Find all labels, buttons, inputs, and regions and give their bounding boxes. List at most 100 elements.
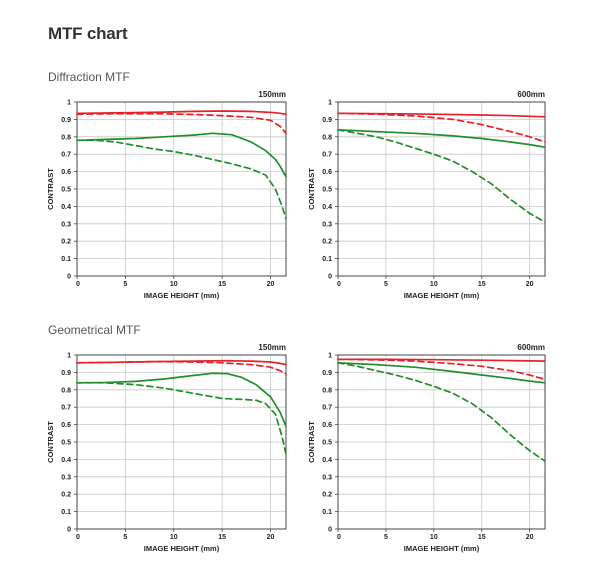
series-green-solid: [337, 361, 546, 384]
y-tick-label: 0.7: [322, 405, 332, 412]
x-tick-label: 0: [337, 281, 341, 288]
series-red-dashed: [76, 360, 287, 375]
x-tick-label: 20: [526, 281, 534, 288]
x-tick-label: 20: [526, 534, 534, 541]
mtf-chart-geometrical-150mm: 00.10.20.30.40.50.60.70.80.910 5 10 15 20150…: [46, 343, 287, 553]
x-tick-label: 5: [123, 534, 127, 541]
y-tick-label: 0.1: [322, 509, 332, 516]
y-tick-label: 0.6: [322, 169, 332, 176]
y-tick-label: 0: [328, 274, 332, 281]
x-tick-label: 0: [337, 534, 341, 541]
x-tick-label: 5: [384, 534, 388, 541]
x-tick-label: 5: [384, 281, 388, 288]
y-tick-label: 1: [67, 100, 71, 107]
y-tick-label: 1: [328, 353, 332, 360]
series-green-dashed: [76, 381, 287, 456]
series-green-solid: [76, 132, 287, 178]
y-tick-label: 0: [328, 527, 332, 534]
y-tick-label: 0.3: [322, 474, 332, 481]
x-tick-label: 0: [76, 534, 80, 541]
series-green-dashed: [337, 361, 546, 462]
x-axis-label: IMAGE HEIGHT (mm): [404, 544, 480, 553]
y-tick-label: 0.8: [322, 134, 332, 141]
y-tick-label: 0.4: [322, 457, 332, 464]
series-red-dashed: [337, 112, 546, 143]
y-tick-label: 0.9: [322, 117, 332, 124]
y-axis-label: CONTRAST: [46, 168, 55, 210]
y-tick-label: 0.8: [61, 387, 71, 394]
y-tick-label: 0.7: [61, 405, 71, 412]
y-axis-label: CONTRAST: [307, 421, 316, 463]
y-tick-label: 0.1: [61, 509, 71, 516]
y-tick-label: 0.3: [61, 221, 71, 228]
x-tick-label: 20: [267, 534, 275, 541]
y-tick-label: 0.4: [322, 204, 332, 211]
y-tick-label: 0.2: [322, 492, 332, 499]
y-tick-label: 0.6: [61, 169, 71, 176]
series-red-solid: [76, 110, 287, 116]
plot-frame: [76, 101, 287, 277]
y-tick-label: 0.5: [322, 440, 332, 447]
section-title-geometrical: Geometrical MTF: [48, 323, 141, 337]
y-tick-label: 0.9: [322, 370, 332, 377]
y-tick-label: 0.8: [61, 134, 71, 141]
y-tick-label: 0.2: [322, 239, 332, 246]
y-tick-label: 0.4: [61, 204, 71, 211]
chart-title: 600mm: [517, 343, 545, 352]
y-tick-label: 0.5: [61, 440, 71, 447]
series-green-solid: [76, 372, 287, 428]
y-tick-label: 0.6: [61, 422, 71, 429]
chart-title: 150mm: [258, 343, 286, 352]
y-tick-label: 0.5: [322, 187, 332, 194]
x-tick-label: 15: [478, 534, 486, 541]
x-tick-label: 0: [76, 281, 80, 288]
y-axis-label: CONTRAST: [46, 421, 55, 463]
y-tick-label: 0.2: [61, 239, 71, 246]
x-tick-label: 10: [170, 534, 178, 541]
series-red-dashed: [337, 358, 546, 381]
series-red-dashed: [76, 112, 287, 135]
x-axis-label: IMAGE HEIGHT (mm): [144, 291, 220, 300]
y-tick-label: 0.6: [322, 422, 332, 429]
y-tick-label: 0.7: [61, 152, 71, 159]
y-tick-label: 0.2: [61, 492, 71, 499]
series-red-solid: [337, 358, 546, 362]
chart-title: 150mm: [258, 90, 286, 99]
y-tick-label: 1: [328, 100, 332, 107]
x-axis-label: IMAGE HEIGHT (mm): [144, 544, 220, 553]
y-tick-label: 0.3: [61, 474, 71, 481]
x-tick-label: 15: [218, 281, 226, 288]
x-tick-label: 10: [430, 281, 438, 288]
y-tick-label: 0: [67, 274, 71, 281]
mtf-chart-geometrical-600mm: 00.10.20.30.40.50.60.70.80.910 5 10 15 20600…: [307, 343, 546, 553]
series-green-solid: [337, 128, 546, 149]
series-green-dashed: [337, 128, 546, 223]
plot-frame: [76, 354, 287, 530]
y-tick-label: 0.7: [322, 152, 332, 159]
y-tick-label: 0.8: [322, 387, 332, 394]
section-title-diffraction: Diffraction MTF: [48, 70, 130, 84]
plot-frame: [337, 354, 546, 530]
y-tick-label: 0.3: [322, 221, 332, 228]
x-tick-label: 10: [170, 281, 178, 288]
y-tick-label: 0.5: [61, 187, 71, 194]
x-axis-label: IMAGE HEIGHT (mm): [404, 291, 480, 300]
series-green-dashed: [76, 139, 287, 220]
y-tick-label: 0.9: [61, 370, 71, 377]
x-tick-label: 10: [430, 534, 438, 541]
y-tick-label: 0.9: [61, 117, 71, 124]
y-tick-label: 0: [67, 527, 71, 534]
y-tick-label: 0.4: [61, 457, 71, 464]
x-tick-label: 20: [267, 281, 275, 288]
y-tick-label: 0.1: [322, 256, 332, 263]
y-axis-label: CONTRAST: [307, 168, 316, 210]
x-tick-label: 15: [218, 534, 226, 541]
y-tick-label: 0.1: [61, 256, 71, 263]
page-title: MTF chart: [48, 24, 128, 43]
series-red-solid: [337, 112, 546, 118]
mtf-chart-diffraction-600mm: 00.10.20.30.40.50.60.70.80.910 5 10 15 20600…: [307, 90, 546, 300]
plot-frame: [337, 101, 546, 277]
x-tick-label: 15: [478, 281, 486, 288]
y-tick-label: 1: [67, 353, 71, 360]
mtf-chart-diffraction-150mm: 00.10.20.30.40.50.60.70.80.910 5 10 15 20150…: [46, 90, 287, 300]
